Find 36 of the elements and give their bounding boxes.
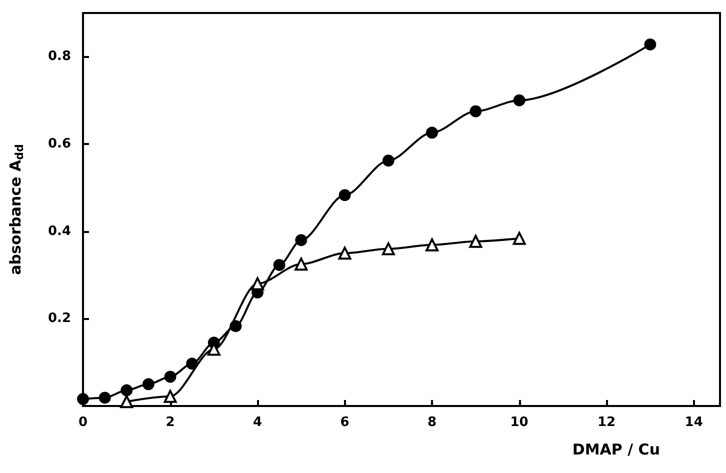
x-tick-label: 10: [510, 415, 528, 430]
point: [164, 370, 176, 383]
point: [426, 238, 439, 252]
point: [338, 189, 351, 202]
x-tick-label: 0: [78, 415, 88, 430]
point: [98, 392, 111, 404]
point: [513, 94, 526, 106]
point: [644, 38, 656, 50]
y-axis-title: absorbance Add: [6, 144, 26, 275]
point: [470, 105, 482, 118]
point: [251, 277, 264, 290]
x-tick-label: 8: [428, 415, 437, 430]
point: [338, 246, 352, 260]
point: [295, 234, 308, 246]
x-tick-label: 6: [340, 415, 350, 430]
point: [273, 258, 286, 271]
y-tick-label: 0.2: [48, 311, 71, 326]
point: [382, 242, 395, 256]
point: [469, 234, 482, 248]
x-tick-label: 4: [252, 415, 262, 430]
x-tick-label: 14: [684, 415, 703, 430]
y-tick-label: 0.6: [48, 136, 71, 152]
x-tick-label: 2: [166, 415, 175, 430]
x-tick-label: 12: [598, 415, 616, 430]
point: [120, 395, 134, 408]
point: [164, 390, 177, 403]
x-axis-title: DMAP / Cu: [572, 440, 660, 458]
point: [426, 126, 438, 139]
point: [77, 393, 89, 406]
y-tick-label: 0.4: [48, 224, 71, 239]
point: [294, 258, 308, 271]
y-tick-label: 0.8: [48, 49, 71, 64]
point: [142, 378, 154, 390]
point: [382, 154, 394, 167]
point: [512, 232, 526, 245]
point: [120, 384, 133, 396]
